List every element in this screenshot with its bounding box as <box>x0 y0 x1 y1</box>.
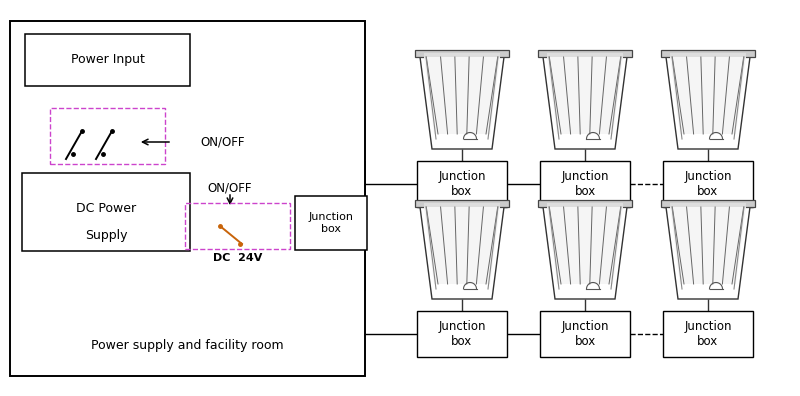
Text: Junction
box: Junction box <box>438 170 486 198</box>
Text: Power Input: Power Input <box>70 53 145 66</box>
FancyBboxPatch shape <box>538 50 632 57</box>
Polygon shape <box>424 207 500 284</box>
FancyBboxPatch shape <box>540 311 630 357</box>
FancyBboxPatch shape <box>417 161 507 207</box>
FancyBboxPatch shape <box>661 50 755 57</box>
Text: Junction
box: Junction box <box>684 320 732 348</box>
Polygon shape <box>543 207 627 299</box>
Polygon shape <box>547 207 623 284</box>
FancyBboxPatch shape <box>10 21 365 376</box>
Text: Junction
box: Junction box <box>438 320 486 348</box>
FancyBboxPatch shape <box>538 200 632 207</box>
FancyBboxPatch shape <box>540 161 630 207</box>
Text: DC Power: DC Power <box>76 202 136 215</box>
FancyBboxPatch shape <box>424 203 500 207</box>
FancyBboxPatch shape <box>417 311 507 357</box>
Text: Supply: Supply <box>85 230 127 242</box>
Polygon shape <box>666 207 750 299</box>
Text: Junction
box: Junction box <box>684 170 732 198</box>
Polygon shape <box>670 207 746 284</box>
FancyBboxPatch shape <box>547 203 623 207</box>
FancyBboxPatch shape <box>670 203 746 207</box>
Polygon shape <box>547 57 623 134</box>
Polygon shape <box>543 57 627 149</box>
Polygon shape <box>666 57 750 149</box>
Polygon shape <box>420 207 504 299</box>
FancyBboxPatch shape <box>424 53 500 57</box>
Text: ON/OFF: ON/OFF <box>208 181 252 194</box>
Polygon shape <box>424 57 500 134</box>
FancyBboxPatch shape <box>295 196 367 250</box>
Text: Junction
box: Junction box <box>562 320 609 348</box>
FancyBboxPatch shape <box>663 311 753 357</box>
FancyBboxPatch shape <box>25 34 190 86</box>
FancyBboxPatch shape <box>547 53 623 57</box>
Polygon shape <box>420 57 504 149</box>
FancyBboxPatch shape <box>415 200 509 207</box>
Text: ON/OFF: ON/OFF <box>200 135 245 148</box>
Polygon shape <box>670 57 746 134</box>
FancyBboxPatch shape <box>22 173 190 251</box>
FancyBboxPatch shape <box>661 200 755 207</box>
Text: Power supply and facility room: Power supply and facility room <box>91 339 284 352</box>
FancyBboxPatch shape <box>415 50 509 57</box>
Text: Junction
box: Junction box <box>562 170 609 198</box>
Text: DC  24V: DC 24V <box>214 253 262 263</box>
FancyBboxPatch shape <box>670 53 746 57</box>
FancyBboxPatch shape <box>663 161 753 207</box>
Text: Junction
box: Junction box <box>309 212 354 234</box>
